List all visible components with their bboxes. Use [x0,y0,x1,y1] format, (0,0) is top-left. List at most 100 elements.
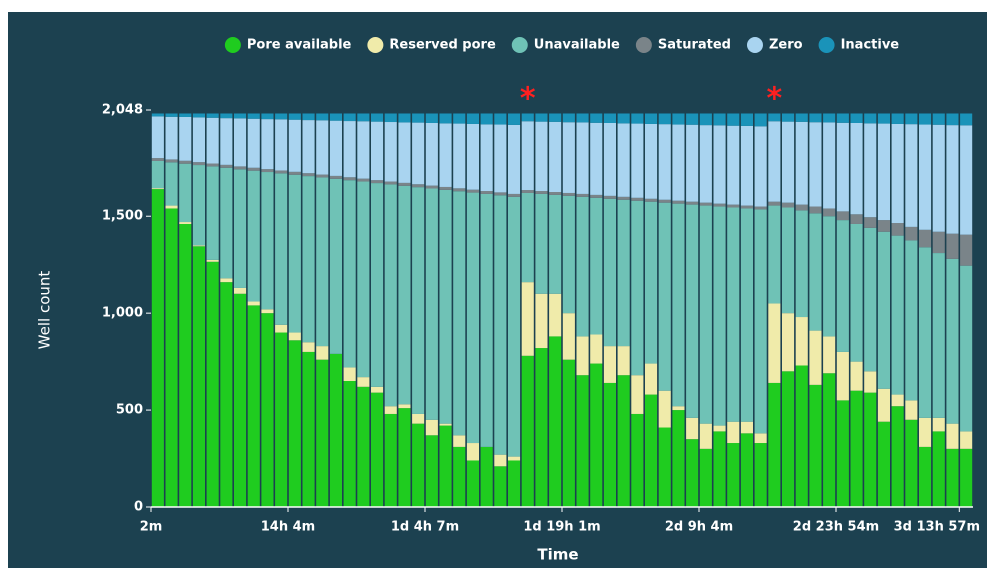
y-tick-label: 1,500 [102,209,143,224]
bar-segment [891,394,904,407]
bar-segment [905,124,918,227]
bar-segment [562,192,575,196]
legend-swatch [224,37,241,53]
bar-segment [247,118,260,168]
bar-segment [960,125,973,235]
bar-segment [329,178,342,354]
bar-segment [425,419,438,436]
bar-segment [658,427,671,507]
x-tick-label: 2d 23h 54m [793,520,879,535]
bar-segment [549,113,562,122]
bar-segment [576,113,589,123]
bar-segment [398,185,411,405]
bar-segment [494,113,507,125]
bar-segment [960,431,973,449]
bar-segment [439,423,452,426]
bar-segment [713,203,726,207]
bar-segment [645,198,658,202]
bar-segment [357,178,370,182]
bar-segment [905,226,918,241]
bar-segment [220,167,233,279]
bar-segment [343,367,356,381]
bar-segment [261,113,274,120]
bar-segment [727,421,740,444]
bar-segment [261,313,274,507]
bar-segment [412,423,425,507]
bar-segment [329,175,342,179]
bar-segment [631,113,644,124]
bar-segment [179,116,192,161]
bar-segment [603,122,616,196]
bar-segment [192,246,205,507]
bar-segment [508,456,521,461]
bar-segment [302,342,315,352]
bar-segment [699,423,712,449]
bar-segment [357,377,370,387]
bar-segment [453,113,466,124]
bar-segment [754,433,767,444]
bar-segment [658,124,671,200]
bar-segment [275,173,288,325]
bar-segment [247,170,260,302]
bar-segment [288,113,301,120]
bar-segment [932,431,945,507]
bar-segment [179,222,192,224]
bar-segment [398,408,411,507]
bar-segment [562,122,575,193]
bar-segment [453,188,466,192]
bar-segment [713,431,726,507]
bar-segment [192,165,205,246]
bar-segment [329,353,342,507]
bar-segment [877,421,890,507]
bar-segment [275,113,288,120]
bar-segment [891,223,904,236]
bar-segment [864,217,877,228]
bar-segment [795,204,808,211]
bar-segment [412,184,425,188]
bar-segment [905,240,918,401]
bar-segment [535,293,548,349]
bar-segment [521,113,534,122]
bar-segment [850,223,863,362]
bar-segment [562,313,575,360]
bar-segment [261,169,274,173]
bar-segment [754,209,767,434]
bar-segment [480,124,493,192]
bar-segment [877,220,890,232]
bar-segment [919,229,932,248]
bar-segment [316,359,329,507]
bar-segment [960,265,973,432]
bar-segment [384,113,397,123]
bar-segment [179,113,192,117]
legend-label: Saturated [658,38,731,53]
bar-segment [686,439,699,507]
bar-segment [549,293,562,337]
bar-segment [384,184,397,407]
bar-segment [919,446,932,507]
y-tick-label: 500 [116,403,143,418]
bar-segment [398,113,411,123]
bar-segment [151,116,164,159]
bar-segment [220,118,233,165]
bar-segment [809,122,822,207]
bar-segment [466,113,479,124]
bar-segment [206,261,219,507]
bar-segment [782,207,795,314]
bar-segment [316,174,329,178]
bar-segment [412,187,425,414]
bar-segment [371,180,384,184]
bar-segment [179,160,192,164]
bar-segment [823,336,836,374]
x-tick-label: 2d 9h 4m [665,520,733,535]
bar-segment [850,390,863,507]
bar-segment [754,443,767,507]
bar-segment [631,123,644,198]
bar-segment [782,313,795,372]
bar-segment [877,388,890,422]
bar-segment [425,185,438,189]
bar-segment [535,193,548,294]
bar-segment [877,123,890,221]
bar-segment [946,258,959,424]
